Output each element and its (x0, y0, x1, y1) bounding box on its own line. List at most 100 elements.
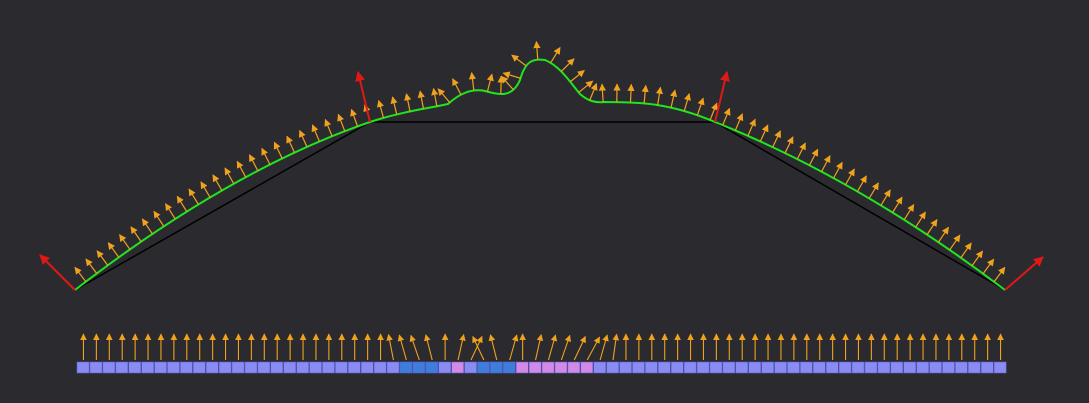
sample-cell (335, 361, 348, 374)
arrow-icon (176, 195, 188, 212)
sample-cell (464, 361, 477, 374)
arrow-icon (971, 250, 984, 267)
sample-cell (502, 361, 516, 374)
sample-cell (645, 361, 658, 374)
sample-cell (929, 361, 942, 374)
arrow-icon (107, 242, 120, 258)
arrow-icon (683, 93, 691, 112)
sample-cell (683, 361, 697, 374)
arrow-icon (141, 218, 153, 235)
arrow-icon (468, 71, 477, 91)
sample-cell (670, 361, 684, 374)
arrow-icon (130, 226, 142, 242)
arrow-icon (376, 99, 385, 119)
arrow-icon (759, 124, 769, 142)
arrow-icon (772, 130, 781, 148)
sample-cell (748, 361, 762, 374)
sample-cell (373, 361, 387, 374)
arrow-icon (937, 226, 949, 243)
sample-cell (296, 361, 309, 374)
control-polygon (74, 121, 1006, 291)
arrow-icon (598, 83, 607, 103)
arrow-icon (509, 334, 519, 361)
sample-cell (180, 361, 193, 374)
arrow-icon (74, 266, 87, 283)
sample-cell (709, 361, 723, 374)
sample-cell (154, 361, 167, 374)
arrow-icon (472, 335, 485, 361)
arrow-icon (599, 334, 609, 361)
arrow-icon (868, 182, 879, 199)
arrow-icon (533, 40, 541, 60)
sample-cell (257, 361, 271, 374)
sample-cell (128, 361, 142, 374)
sample-cell (425, 361, 439, 374)
sample-cell (554, 361, 568, 374)
arrow-icon (409, 334, 420, 361)
sample-cell (903, 361, 917, 374)
arrow-icon (502, 71, 521, 79)
arrow-icon (153, 210, 165, 227)
sample-cell (606, 361, 620, 374)
arrow-icon (236, 160, 247, 178)
sample-cell (115, 361, 129, 374)
arrow-icon (85, 258, 98, 274)
arrow-icon (212, 174, 223, 191)
arrow-icon (641, 84, 649, 104)
arrow-icon (880, 189, 891, 206)
sample-cell (528, 361, 542, 374)
arrow-icon (424, 334, 433, 361)
arrow-icon (286, 135, 296, 153)
arrow-icon (949, 234, 961, 251)
arrow-icon (350, 108, 359, 127)
sample-cell (877, 361, 891, 374)
arrow-icon (431, 87, 439, 107)
sample-cell (541, 361, 555, 374)
arrow-icon (734, 113, 744, 131)
arrow-icon (993, 266, 1006, 283)
arrow-icon (119, 234, 131, 250)
arrow-icon (390, 96, 398, 115)
arrow-icon (550, 46, 561, 64)
arrow-icon (722, 107, 731, 126)
arrow-icon (324, 118, 333, 137)
sample-cell (787, 361, 800, 374)
sample-cell (438, 361, 452, 374)
sample-cell (812, 361, 826, 374)
arrow-icon (417, 90, 425, 109)
sample-cell (774, 361, 787, 374)
arrow-icon (560, 334, 571, 361)
curve (74, 58, 1006, 291)
sample-cell (399, 361, 413, 374)
arrow-icon (569, 70, 585, 83)
arrow-icon (248, 154, 259, 172)
arrow-icon (96, 250, 109, 266)
sample-cell (657, 361, 671, 374)
sample-cell (244, 361, 258, 374)
arrow-icon (589, 82, 598, 101)
arrow-icon (547, 334, 558, 361)
arrow-icon (960, 242, 972, 259)
arrow-icon (200, 181, 211, 198)
arrow-icon (298, 129, 308, 148)
arrow-icon (982, 258, 995, 275)
arrow-icon (655, 86, 663, 106)
sample-cell (955, 361, 968, 374)
sample-cell (515, 361, 529, 374)
arrow-icon (808, 148, 819, 166)
arrow-icon (612, 333, 620, 361)
sample-cell (360, 361, 374, 374)
sample-strip-arrows (80, 333, 1004, 361)
sample-cell (735, 361, 749, 374)
arrow-icon (784, 136, 794, 154)
sample-cell (696, 361, 710, 374)
sample-cell (593, 361, 607, 374)
arrow-icon (397, 334, 407, 361)
arrow-icon (709, 102, 718, 121)
sample-cell (761, 361, 775, 374)
sample-cell (386, 361, 400, 374)
arrow-icon (311, 124, 321, 142)
arrow-icon (926, 219, 938, 235)
